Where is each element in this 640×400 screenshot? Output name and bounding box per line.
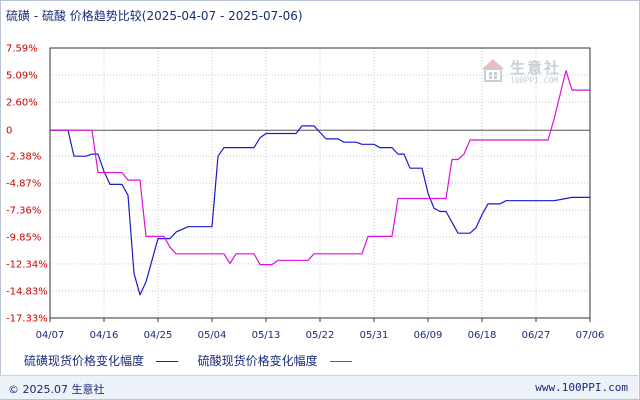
y-tick-label: -9.85% [6,232,41,243]
y-tick-label: -4.87% [6,179,41,190]
plot-area-border [49,47,591,319]
x-tick-label: 07/06 [576,330,605,341]
x-tick-label: 05/13 [252,330,281,341]
footer: © 2025.07 生意社 www.100PPI.com [0,375,638,399]
x-tick-label: 06/09 [414,330,443,341]
x-tick-label: 05/04 [198,330,227,341]
y-tick-label: -7.36% [6,205,41,216]
footer-site-link[interactable]: www.100PPI.com [535,381,628,394]
y-tick-label: 0 [6,126,12,137]
x-tick-label: 04/07 [36,330,65,341]
watermark-name: 生意社 [510,59,562,77]
legend-label-sulfur: 硫磺现货价格变化幅度 [24,354,145,368]
legend-swatch-sulfuric-acid [329,361,352,362]
y-tick-label: -17.33% [6,314,48,325]
y-tick-label: -12.34% [6,259,48,270]
legend: 硫磺现货价格变化幅度 硫酸现货价格变化幅度 [24,352,368,368]
y-tick-label: -2.38% [6,152,41,163]
x-tick-label: 06/18 [468,330,497,341]
x-tick-label: 06/27 [522,330,551,341]
y-tick-label: 5.09% [6,71,38,82]
series-line-sulfur [50,125,590,296]
y-tick-labels: 7.59% 5.09% 2.60% 0 -2.38% -4.87% -7.36% -9.85%… [6,44,48,325]
line-chart: 7.59% 5.09% 2.60% 0 -2.38% -4.87% -7.36% -9.85%… [6,44,605,342]
x-tick-label: 04/25 [144,330,173,341]
axes [49,47,591,322]
x-tick-label: 04/16 [90,330,119,341]
legend-item-sulfur: 硫磺现货价格变化幅度 [24,352,178,369]
footer-copyright: © 2025.07 生意社 [8,383,105,396]
series-lines [50,70,590,296]
y-tick-label: 2.60% [6,98,38,109]
x-tick-label: 05/31 [360,330,389,341]
watermark-url: 100PPI.COM [510,76,559,85]
grid [50,47,590,319]
series-line-sulfuric-acid [50,70,590,266]
x-tick-labels: 04/07 04/16 04/25 05/04 05/13 05/22 05/31 06/09… [36,330,605,341]
y-tick-label: -14.83% [6,286,48,297]
chart-title: 硫磺 - 硫酸 价格趋势比较(2025-04-07 - 2025-07-06) [6,9,303,23]
legend-swatch-sulfur [155,361,178,362]
y-tick-label: 7.59% [6,44,38,55]
legend-item-sulfuric-acid: 硫酸现货价格变化幅度 [198,352,352,369]
watermark: 生意社 100PPI.COM [480,57,576,87]
x-tick-label: 05/22 [306,330,335,341]
legend-label-sulfuric-acid: 硫酸现货价格变化幅度 [197,354,318,368]
